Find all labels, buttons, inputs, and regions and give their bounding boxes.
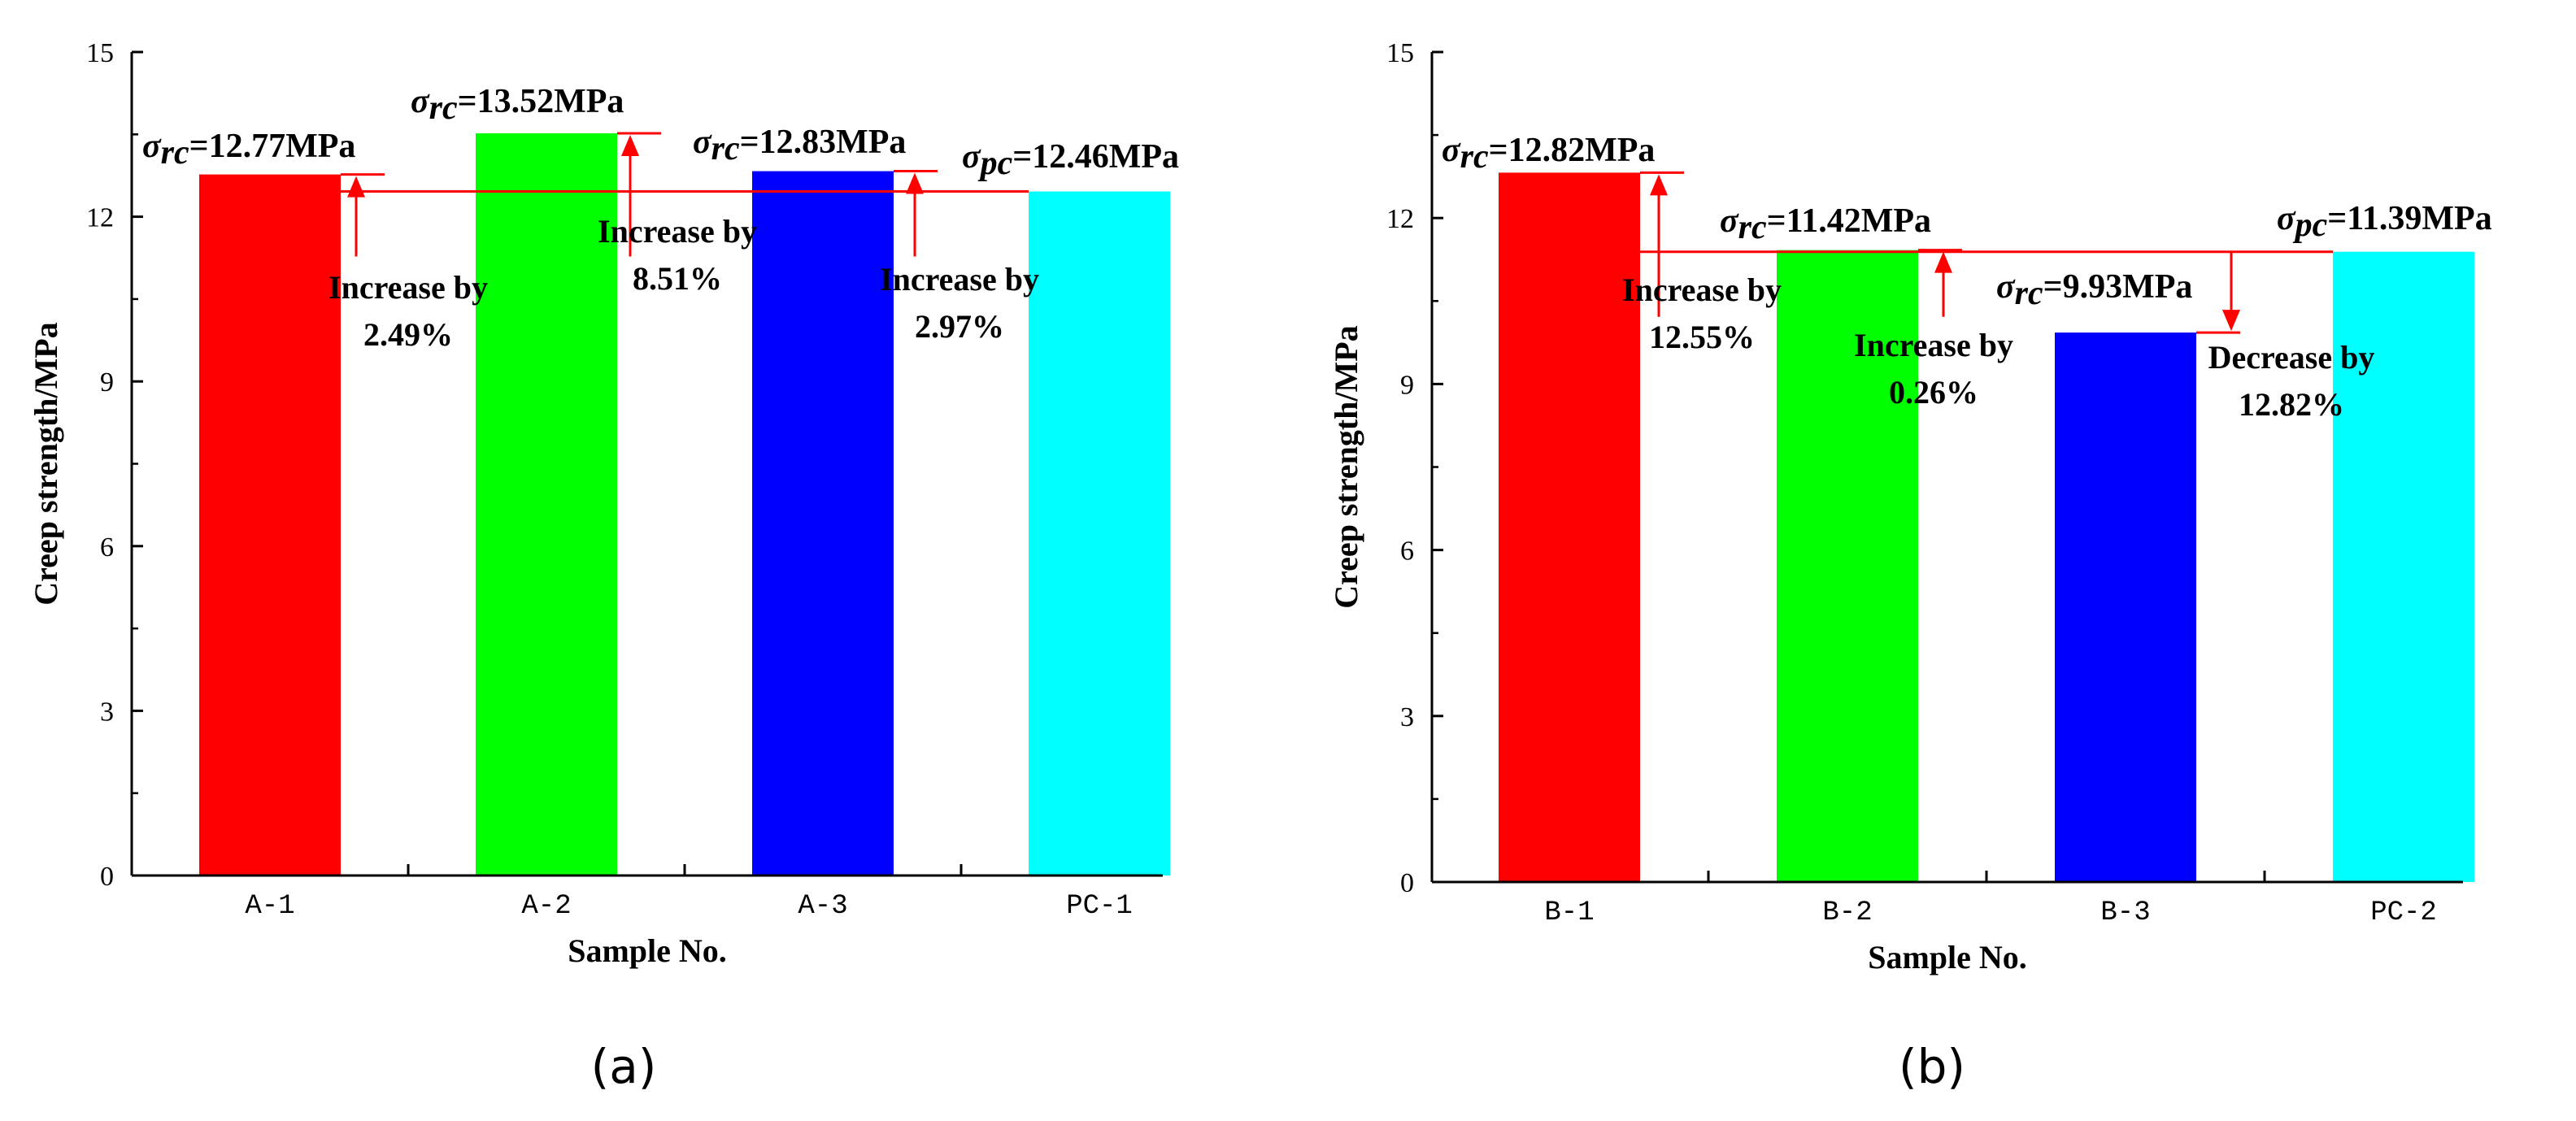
y-tick-label: 12 (1386, 204, 1414, 234)
value-text: =9.93MPa (2043, 268, 2193, 306)
y-tick-label: 12 (86, 203, 114, 233)
y-tick-label: 9 (1400, 370, 1414, 400)
x-axis-title: Sample No. (568, 932, 727, 969)
sigma-symbol: σ (693, 124, 712, 161)
change-annotation-line1: Decrease by (2208, 339, 2375, 376)
value-label: σrc=9.93MPa (1996, 268, 2192, 312)
value-text: =12.77MPa (189, 128, 356, 165)
sigma-subscript: pc (978, 145, 1013, 182)
change-annotation-line2: 12.82% (2239, 386, 2344, 423)
x-tick-label: B-3 (2100, 897, 2150, 928)
change-arrow-head (621, 134, 639, 156)
x-tick-label: B-2 (1822, 897, 1872, 928)
y-tick-label: 6 (1400, 537, 1414, 567)
sigma-symbol: σ (1442, 132, 1461, 169)
change-annotation-line2: 2.97% (915, 308, 1004, 345)
change-annotation-line2: 12.55% (1649, 319, 1755, 355)
value-label: σrc=12.83MPa (693, 124, 906, 167)
x-tick-label: PC-1 (1066, 891, 1133, 922)
bar-b-2 (1777, 250, 1918, 882)
bar-b-1 (1499, 172, 1640, 883)
sigma-subscript: pc (2293, 206, 2328, 244)
y-tick-label: 3 (100, 697, 114, 727)
change-annotation-line1: Increase by (329, 269, 488, 306)
change-arrow-head (347, 176, 365, 198)
value-text: =13.52MPa (458, 83, 624, 120)
sigma-subscript: rc (1738, 209, 1767, 246)
change-arrow-head (906, 172, 924, 194)
sigma-subscript: rc (711, 130, 740, 167)
x-tick-label: A-3 (798, 891, 847, 922)
value-text: =11.42MPa (1767, 202, 1931, 240)
y-tick-label: 6 (100, 532, 114, 563)
sigma-symbol: σ (1996, 268, 2016, 306)
change-annotation-line2: 8.51% (633, 260, 722, 297)
sigma-symbol: σ (962, 138, 981, 176)
change-annotation-line1: Increase by (880, 261, 1039, 298)
sigma-subscript: rc (2015, 275, 2043, 312)
x-tick-label: B-1 (1544, 897, 1594, 928)
y-axis-title: Creep strength/MPa (1328, 325, 1364, 608)
value-text: =11.39MPa (2327, 200, 2491, 237)
sigma-symbol: σ (142, 128, 162, 165)
chart-panel-a: 0 3 6 9 12 15 A-1 A-2 A-3 PC-1 Sample No. Creep str… (28, 38, 1179, 1094)
value-label: σrc=12.82MPa (1442, 132, 1655, 176)
value-text: =12.46MPa (1012, 138, 1179, 176)
x-axis-title: Sample No. (1868, 939, 2027, 975)
change-annotation-line2: 0.26% (1889, 374, 1978, 411)
change-annotation-line1: Increase by (1854, 327, 2013, 363)
bar-a-2 (476, 133, 617, 876)
change-arrow-head (2222, 310, 2240, 332)
y-tick-label: 0 (100, 862, 114, 892)
value-label: σrc=12.77MPa (142, 128, 355, 172)
change-arrow-head (1934, 251, 1952, 273)
change-arrow-head (1650, 174, 1668, 196)
value-label: σrc=11.42MPa (1720, 202, 1931, 246)
value-label: σpc=11.39MPa (2277, 200, 2492, 244)
change-annotation-line1: Increase by (1622, 272, 1782, 308)
bar-b-3 (2055, 332, 2196, 882)
chart-panel-b: 0 3 6 9 12 15 B-1 B-2 B-3 PC-2 Sample No. Creep str… (1328, 38, 2492, 1094)
y-tick-label: 15 (86, 38, 114, 68)
sigma-symbol: σ (1720, 202, 1739, 240)
bar-a-1 (199, 174, 341, 876)
y-tick-label: 0 (1400, 868, 1414, 898)
x-tick-label: A-1 (245, 891, 294, 922)
value-label: σpc=12.46MPa (962, 138, 1179, 182)
change-annotation-line2: 2.49% (363, 316, 453, 353)
y-axis-title: Creep strength/MPa (28, 322, 64, 605)
sigma-subscript: rc (161, 134, 189, 172)
bar-pc-1 (1029, 191, 1170, 876)
value-text: =12.83MPa (740, 124, 907, 161)
x-tick-label: A-2 (521, 891, 571, 922)
sigma-subscript: rc (429, 89, 458, 127)
bar-pc-2 (2333, 251, 2474, 882)
y-tick-label: 9 (100, 367, 114, 398)
panel-label: (a) (591, 1039, 657, 1094)
panel-label: (b) (1899, 1039, 1965, 1094)
x-tick-label: PC-2 (2370, 897, 2437, 928)
change-annotation-line1: Increase by (598, 213, 757, 250)
value-label: σrc=13.52MPa (411, 83, 624, 127)
sigma-symbol: σ (411, 83, 430, 120)
sigma-symbol: σ (2277, 200, 2296, 237)
y-tick-label: 3 (1400, 702, 1414, 732)
sigma-subscript: rc (1460, 138, 1489, 176)
bar-a-3 (752, 171, 894, 876)
y-tick-label: 15 (1386, 38, 1414, 68)
value-text: =12.82MPa (1489, 132, 1656, 169)
